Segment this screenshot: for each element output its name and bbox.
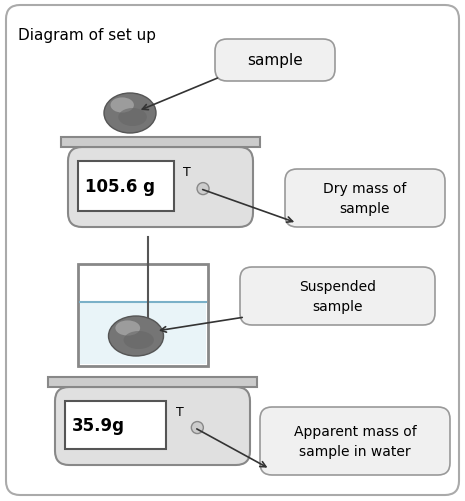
Circle shape xyxy=(192,422,203,434)
FancyBboxPatch shape xyxy=(6,6,459,495)
Ellipse shape xyxy=(118,109,147,127)
Text: Apparent mass of
sample in water: Apparent mass of sample in water xyxy=(293,424,416,458)
Ellipse shape xyxy=(115,321,140,336)
Bar xyxy=(80,303,206,364)
FancyBboxPatch shape xyxy=(285,170,445,227)
Ellipse shape xyxy=(108,316,164,356)
Bar xyxy=(48,377,257,387)
FancyBboxPatch shape xyxy=(215,40,335,82)
Bar xyxy=(78,162,174,211)
Text: sample: sample xyxy=(247,54,303,68)
FancyBboxPatch shape xyxy=(68,148,253,227)
Bar xyxy=(78,265,208,366)
Text: T: T xyxy=(176,405,184,418)
Ellipse shape xyxy=(104,94,156,134)
Ellipse shape xyxy=(124,331,154,349)
Text: 105.6 g: 105.6 g xyxy=(85,177,155,195)
Ellipse shape xyxy=(111,98,134,113)
FancyBboxPatch shape xyxy=(240,268,435,325)
FancyBboxPatch shape xyxy=(260,407,450,475)
Bar xyxy=(65,401,166,449)
Circle shape xyxy=(197,183,209,195)
FancyBboxPatch shape xyxy=(55,387,250,465)
Text: Diagram of set up: Diagram of set up xyxy=(18,28,156,43)
Text: Suspended
sample: Suspended sample xyxy=(299,280,376,313)
Text: Dry mass of
sample: Dry mass of sample xyxy=(323,182,407,215)
Text: T: T xyxy=(183,166,191,179)
Bar xyxy=(61,138,260,148)
Text: 35.9g: 35.9g xyxy=(72,416,125,434)
